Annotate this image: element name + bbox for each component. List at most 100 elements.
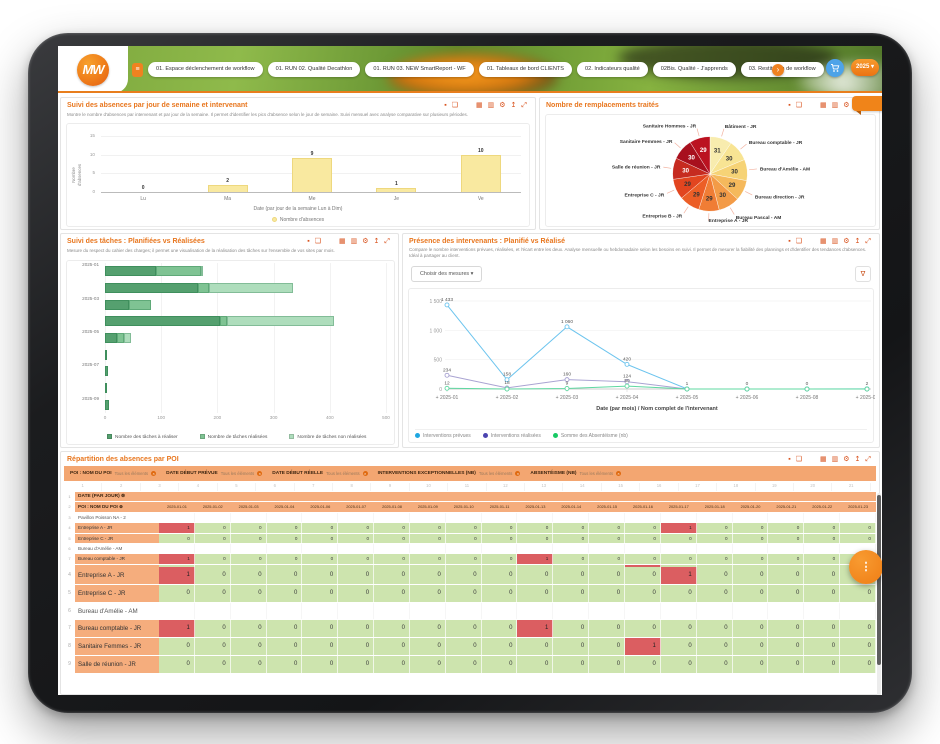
table-cell bbox=[194, 492, 231, 502]
table-cell: 0 bbox=[230, 620, 267, 638]
table-cell: 0 bbox=[445, 567, 482, 584]
poi-name-cell: Entreprise A - JR bbox=[75, 567, 159, 584]
calendar-icon[interactable]: ▦ bbox=[819, 238, 827, 245]
export-icon[interactable]: ❏ bbox=[451, 102, 458, 109]
clear-filter-icon[interactable]: × bbox=[151, 471, 157, 476]
feedback-ribbon[interactable] bbox=[852, 96, 882, 115]
calendar-icon[interactable]: ▦ bbox=[819, 456, 827, 463]
calendar-icon[interactable]: ▦ bbox=[819, 102, 827, 109]
date-column-header: 2025-01-02 bbox=[194, 502, 231, 512]
filter-chip[interactable]: DATE DÉBUT RÉELLE Tous les éléments × bbox=[272, 471, 368, 476]
cart-icon bbox=[831, 64, 840, 72]
settings-icon[interactable]: ⚙ bbox=[843, 238, 850, 245]
year-selector[interactable]: 2025 ▾ bbox=[851, 59, 879, 76]
nav-tab[interactable]: 02. Indicateurs qualité bbox=[577, 62, 648, 77]
filter-chip[interactable]: DATE DÉBUT PRÉVUE Tous les éléments × bbox=[166, 471, 263, 476]
table-cell: 0 bbox=[732, 567, 769, 584]
lock-icon[interactable]: ▪ bbox=[788, 238, 791, 245]
table-cell: 0 bbox=[266, 567, 303, 584]
table-cell: 0 bbox=[159, 584, 195, 602]
poi-name-cell: Bureau d'Amélie - AM bbox=[75, 543, 159, 554]
menu-icon[interactable]: ≡ bbox=[132, 63, 143, 77]
actions-fab[interactable]: ⋮ bbox=[849, 550, 882, 584]
app-logo[interactable]: MW bbox=[77, 53, 109, 86]
table-cell: 0 bbox=[625, 584, 661, 602]
chart-icon[interactable]: ▥ bbox=[831, 102, 839, 109]
settings-icon[interactable]: ⚙ bbox=[843, 456, 850, 463]
filter-chip[interactable]: ABSENTÉISME (NB) Tous les éléments × bbox=[530, 471, 622, 476]
chart-icon[interactable]: ▥ bbox=[831, 238, 839, 245]
scrollbar-thumb[interactable] bbox=[877, 495, 881, 665]
cart-button[interactable] bbox=[826, 59, 844, 77]
table-scrollbar[interactable] bbox=[877, 493, 881, 695]
upload-icon[interactable]: ↥ bbox=[854, 238, 861, 245]
clear-filter-icon[interactable]: × bbox=[616, 471, 622, 476]
lock-icon[interactable]: ▪ bbox=[444, 102, 447, 109]
export-icon[interactable]: ❏ bbox=[795, 456, 802, 463]
table-cell: 0 bbox=[194, 523, 231, 533]
table-cell: 0 bbox=[409, 655, 446, 673]
export-icon[interactable]: ❏ bbox=[314, 238, 321, 245]
expand-icon[interactable]: ⤢ bbox=[384, 238, 390, 245]
data-label: 1 433 bbox=[441, 297, 453, 303]
nav-tab[interactable]: 01. Espace déclenchement de workflow bbox=[148, 62, 263, 77]
hbar-segment bbox=[208, 283, 294, 293]
table-cell: 0 bbox=[732, 655, 769, 673]
chart-icon[interactable]: ▥ bbox=[350, 238, 358, 245]
y-tick: 1 500 bbox=[429, 299, 442, 305]
export-icon[interactable]: ❏ bbox=[795, 102, 802, 109]
nav-tab[interactable]: 01. Tableaux de bord CLIENTS bbox=[478, 62, 573, 77]
table-cell: 0 bbox=[338, 620, 375, 638]
lock-icon[interactable]: ▪ bbox=[788, 102, 791, 109]
expand-icon[interactable]: ⤢ bbox=[865, 238, 871, 245]
pie-svg: 31 Bâtiment - JR 30 Bureau comptable - JR 30… bbox=[612, 124, 810, 224]
pie-value-label: 31 bbox=[714, 147, 721, 154]
clear-filter-icon[interactable]: × bbox=[362, 471, 368, 476]
lock-icon[interactable]: ▪ bbox=[307, 238, 310, 245]
table-cell bbox=[230, 543, 267, 554]
pie-leader-line bbox=[696, 128, 700, 137]
table-cell: 0 bbox=[553, 523, 590, 533]
choose-measures-dropdown[interactable]: Choisir des mesures ▾ bbox=[411, 266, 483, 282]
more-tabs-button[interactable]: › bbox=[772, 64, 784, 76]
table-cell bbox=[625, 543, 661, 554]
clear-filter-icon[interactable]: × bbox=[257, 471, 263, 476]
table-cell bbox=[840, 543, 876, 554]
filter-chip[interactable]: INTERVENTIONS EXCEPTIONNELLES (NB) Tous l… bbox=[377, 471, 521, 476]
filter-chip[interactable]: POI : NOM DU POI Tous les éléments × bbox=[70, 471, 157, 476]
upload-icon[interactable]: ↥ bbox=[373, 238, 380, 245]
calendar-icon[interactable]: ▦ bbox=[475, 102, 483, 109]
lock-icon[interactable]: ▪ bbox=[788, 456, 791, 463]
export-icon[interactable]: ❏ bbox=[795, 238, 802, 245]
table-cell: 0 bbox=[804, 567, 841, 584]
nav-tabs: 01. Espace déclenchement de workflow 01. … bbox=[148, 46, 824, 91]
upload-icon[interactable]: ↥ bbox=[854, 456, 861, 463]
table-cell: 0 bbox=[696, 584, 733, 602]
table-cell bbox=[768, 543, 805, 554]
expand-icon[interactable]: ⤢ bbox=[521, 102, 527, 109]
expand-icon[interactable]: ⤢ bbox=[865, 456, 871, 463]
calendar-icon[interactable]: ▦ bbox=[338, 238, 346, 245]
table-cell: 0 bbox=[481, 655, 518, 673]
filter-icon[interactable]: ∇ bbox=[855, 266, 871, 282]
panel-toolbar: ▪ ❏ ▦ ▥ ⚙ ↥ ⤢ bbox=[788, 238, 871, 246]
pie-slice-label: Entreprise B - JR bbox=[642, 214, 682, 220]
table-cell: 0 bbox=[230, 533, 267, 543]
settings-icon[interactable]: ⚙ bbox=[843, 102, 850, 109]
table-cell bbox=[230, 512, 267, 523]
nav-tab[interactable]: 01. RUN 02. Qualité Decathlon bbox=[267, 62, 361, 77]
pie-leader-line bbox=[721, 128, 725, 137]
nav-tab[interactable]: 02Bis. Qualité - J'apprends bbox=[652, 62, 736, 77]
clear-filter-icon[interactable]: × bbox=[515, 471, 521, 476]
chart-icon[interactable]: ▥ bbox=[487, 102, 495, 109]
panel-title: Répartition des absences par POI bbox=[67, 456, 179, 463]
upload-icon[interactable]: ↥ bbox=[510, 102, 517, 109]
chart-icon[interactable]: ▥ bbox=[831, 456, 839, 463]
settings-icon[interactable]: ⚙ bbox=[499, 102, 506, 109]
table-cell: 0 bbox=[409, 584, 446, 602]
panel-subtitle: Mesure du respect du cahier des charges;… bbox=[67, 248, 335, 253]
table-cell bbox=[840, 512, 876, 523]
nav-tab[interactable]: 01. RUN 03. NEW SmartReport - WF bbox=[365, 62, 474, 77]
settings-icon[interactable]: ⚙ bbox=[362, 238, 369, 245]
table-cell: 0 bbox=[194, 554, 231, 564]
